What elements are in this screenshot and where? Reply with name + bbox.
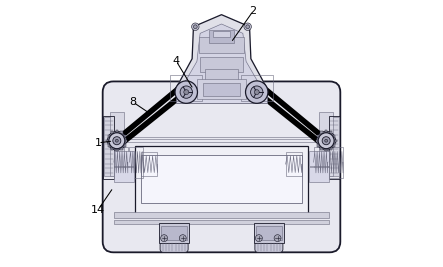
Bar (106, 140, 109, 142)
Bar (111, 148, 113, 150)
Bar (325, 130, 327, 132)
Bar (159, 223, 190, 243)
Circle shape (175, 81, 198, 103)
Circle shape (191, 23, 199, 30)
Bar (319, 112, 333, 176)
Bar (141, 152, 157, 176)
Bar (116, 130, 118, 132)
Bar (104, 116, 114, 179)
Circle shape (115, 139, 118, 142)
Bar (330, 148, 332, 150)
Circle shape (244, 23, 252, 30)
Bar (200, 57, 243, 72)
Bar (203, 83, 240, 96)
Bar (108, 144, 110, 147)
Bar (124, 135, 126, 137)
Bar (110, 112, 124, 176)
Bar (111, 131, 113, 134)
Circle shape (318, 133, 334, 149)
Bar (329, 117, 339, 176)
Bar (320, 131, 323, 134)
Bar (129, 147, 144, 178)
Circle shape (180, 86, 192, 98)
Bar (161, 226, 187, 240)
Bar (125, 140, 127, 142)
Bar (253, 223, 284, 243)
Bar (198, 79, 245, 99)
Bar (209, 30, 234, 43)
Bar (320, 148, 323, 150)
Bar (329, 116, 339, 179)
Circle shape (254, 90, 259, 95)
Bar (206, 69, 237, 83)
Bar (314, 147, 327, 178)
Bar (170, 75, 202, 101)
Circle shape (322, 137, 330, 145)
Circle shape (107, 131, 126, 150)
Bar (241, 75, 273, 101)
Bar (114, 220, 329, 224)
Bar (309, 167, 329, 182)
Bar (325, 149, 327, 151)
FancyBboxPatch shape (255, 242, 283, 252)
Bar (333, 135, 335, 137)
Bar (114, 167, 134, 182)
Text: 4: 4 (172, 56, 180, 66)
Circle shape (274, 235, 281, 242)
Bar (333, 144, 335, 147)
Bar (114, 147, 128, 178)
Bar (330, 131, 332, 134)
Bar (120, 148, 123, 150)
Bar (114, 212, 329, 218)
Circle shape (317, 131, 336, 150)
Circle shape (179, 235, 186, 242)
Bar (317, 135, 319, 137)
FancyBboxPatch shape (103, 81, 340, 252)
Circle shape (184, 90, 189, 95)
Bar (120, 131, 123, 134)
Bar (116, 149, 118, 151)
Bar (104, 117, 114, 176)
Bar (213, 31, 230, 37)
Bar (317, 144, 319, 147)
Polygon shape (176, 15, 267, 88)
Bar (141, 155, 302, 203)
Circle shape (109, 133, 125, 149)
Circle shape (256, 235, 262, 242)
Circle shape (251, 86, 263, 98)
Text: 1: 1 (95, 138, 101, 148)
Bar (124, 144, 126, 147)
Text: 8: 8 (129, 97, 136, 107)
Bar (286, 152, 302, 176)
Bar (108, 135, 110, 137)
Circle shape (246, 25, 249, 29)
Circle shape (161, 235, 167, 242)
Bar (199, 37, 244, 53)
Polygon shape (182, 24, 261, 88)
Bar (329, 147, 343, 178)
Bar (256, 226, 282, 240)
Bar (309, 151, 329, 166)
Bar (135, 146, 308, 215)
Circle shape (245, 81, 268, 103)
Bar (334, 140, 337, 142)
Bar (176, 87, 267, 103)
Bar (316, 140, 318, 142)
FancyBboxPatch shape (160, 242, 188, 252)
Circle shape (325, 139, 328, 142)
Bar (114, 151, 134, 166)
Text: 2: 2 (249, 6, 256, 16)
Text: 14: 14 (91, 205, 105, 215)
Circle shape (113, 137, 121, 145)
Circle shape (194, 25, 197, 29)
